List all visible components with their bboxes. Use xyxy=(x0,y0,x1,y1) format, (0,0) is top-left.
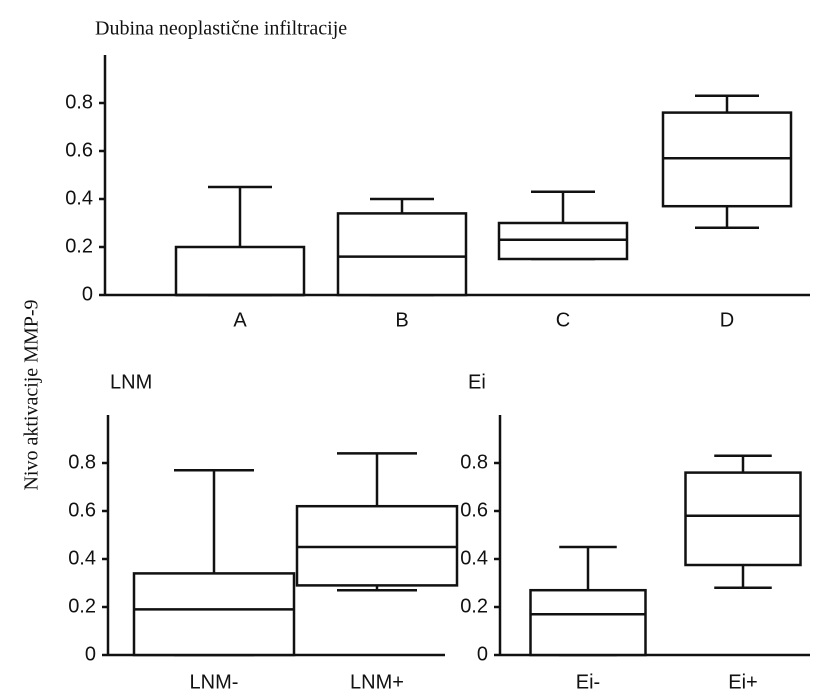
x-tick-label: C xyxy=(556,309,570,331)
y-axis-label: Nivo aktivacije MMP-9 xyxy=(21,299,43,490)
y-tick-label: 0.2 xyxy=(68,595,96,617)
x-tick-label: LNM+ xyxy=(350,671,404,693)
box xyxy=(529,588,647,657)
y-tick-label: 0.6 xyxy=(68,499,96,521)
box xyxy=(132,572,296,657)
y-tick-label: 0.2 xyxy=(460,595,488,617)
box xyxy=(174,245,306,297)
chart-title: Dubina neoplastične infiltracije xyxy=(95,18,347,40)
y-tick-label: 0 xyxy=(477,643,488,665)
y-tick-label: 0 xyxy=(85,643,96,665)
chart-title: LNM xyxy=(110,371,152,393)
y-tick-label: 0.4 xyxy=(68,547,96,569)
x-tick-label: A xyxy=(233,309,247,331)
x-tick-label: D xyxy=(720,309,734,331)
x-tick-label: Ei+ xyxy=(728,671,757,693)
y-tick-label: 0.6 xyxy=(65,139,93,161)
y-tick-label: 0.4 xyxy=(65,187,93,209)
box xyxy=(336,212,468,297)
y-tick-label: 0.2 xyxy=(65,235,93,257)
y-tick-label: 0.8 xyxy=(68,451,96,473)
chart-title: Ei xyxy=(468,371,486,393)
y-tick-label: 0.8 xyxy=(65,91,93,113)
y-tick-label: 0.6 xyxy=(460,499,488,521)
y-tick-label: 0 xyxy=(82,283,93,305)
x-tick-label: B xyxy=(395,309,408,331)
y-tick-label: 0.4 xyxy=(460,547,488,569)
x-tick-label: Ei- xyxy=(576,671,600,693)
x-tick-label: LNM- xyxy=(190,671,239,693)
box xyxy=(684,471,802,567)
y-tick-label: 0.8 xyxy=(460,451,488,473)
